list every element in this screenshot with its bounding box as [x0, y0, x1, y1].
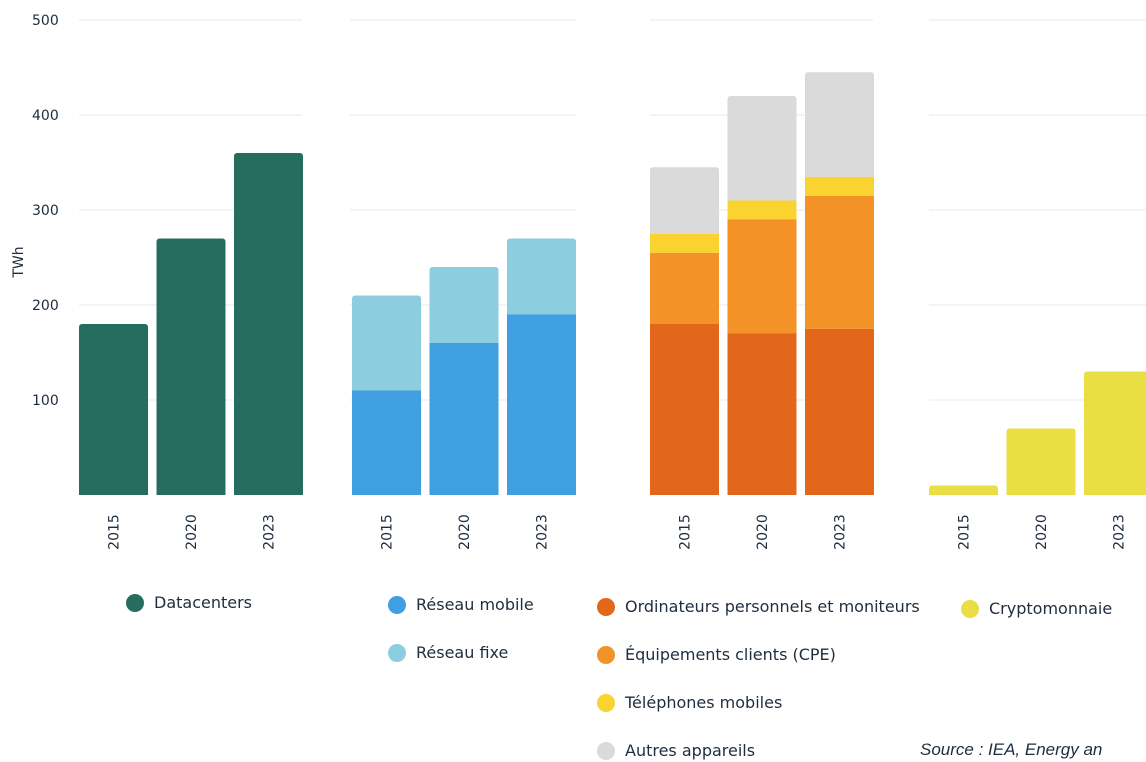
y-tick-label: 500: [32, 13, 59, 29]
legend-label: Datacenters: [154, 593, 253, 612]
legend-swatch: [961, 599, 979, 618]
bar-corner-fill: [727, 196, 797, 201]
bar-corner-fill: [156, 491, 226, 495]
x-tick-label: 2015: [107, 514, 123, 550]
bar-panel2-2023-series1: [507, 314, 576, 495]
bar-corner-fill: [234, 491, 303, 495]
bar-panel4-2020-series1: [1006, 428, 1076, 495]
legend-label: Cryptomonnaie: [989, 599, 1113, 618]
x-tick-label: 2023: [1112, 514, 1128, 550]
bar-panel2-2020-series1: [429, 343, 499, 495]
legend-item: Réseau mobile: [388, 595, 534, 614]
bar-corner-fill: [929, 491, 998, 495]
bar-panel1-2023-series1: [234, 153, 303, 495]
source-note: Source : IEA, Energy an: [920, 740, 1103, 759]
bar-panel1-2020-series1: [156, 238, 226, 495]
bar-panel2-2015-series2: [352, 295, 421, 391]
bar-corner-fill: [650, 229, 719, 234]
bar-corner-fill: [429, 339, 499, 343]
legend-swatch: [388, 643, 406, 662]
bar-panel2-2023-series2: [507, 238, 576, 315]
bar-panel3-2015-series1: [650, 324, 719, 495]
legend-item: Ordinateurs personnels et moniteurs: [597, 597, 920, 616]
legend-item: Cryptomonnaie: [961, 599, 1112, 618]
legend-item: Réseau fixe: [388, 643, 508, 662]
legend-item: Autres appareils: [597, 741, 755, 760]
legend-label: Réseau fixe: [416, 643, 509, 662]
legend-swatch: [597, 693, 615, 712]
legend-label: Réseau mobile: [416, 595, 534, 614]
x-tick-label: 2020: [755, 514, 771, 550]
x-tick-label: 2023: [535, 514, 551, 550]
legend-label: Équipements clients (CPE): [625, 645, 836, 664]
bar-panel4-2023-series1: [1084, 371, 1146, 495]
bar-panel3-2015-series3: [650, 233, 719, 253]
legend-swatch: [597, 645, 615, 664]
legend-swatch: [597, 741, 615, 760]
bar-panel3-2023-series2: [805, 195, 874, 329]
bar-panel2-2020-series2: [429, 267, 499, 343]
legend-label: Ordinateurs personnels et moniteurs: [625, 597, 920, 616]
x-tick-label: 2015: [957, 514, 973, 550]
bar-panel1-2015-series1: [79, 324, 148, 495]
y-tick-label: 200: [32, 298, 59, 314]
x-axis: 2015 2020 2023 2015 2020 2023 2015 2020 2023 2015…: [107, 514, 1128, 550]
bar-corner-fill: [507, 310, 576, 315]
legend-label: Autres appareils: [625, 741, 756, 760]
bar-corner-fill: [79, 491, 148, 495]
bar-panel3-2023-series1: [805, 328, 874, 495]
bar-panel3-2023-series4: [805, 72, 874, 177]
x-tick-label: 2023: [833, 514, 849, 550]
x-tick-label: 2020: [1034, 514, 1050, 550]
bar-panel3-2015-series4: [650, 167, 719, 234]
bar-panel3-2020-series4: [727, 96, 797, 201]
legend-item: Équipements clients (CPE): [597, 645, 836, 664]
x-tick-label: 2020: [184, 514, 200, 550]
bar-panel3-2023-series3: [805, 176, 874, 196]
y-tick-label: 300: [32, 203, 59, 219]
legend-item: Téléphones mobiles: [597, 693, 782, 712]
bar-panel3-2020-series2: [727, 219, 797, 334]
bar-corner-fill: [1084, 491, 1146, 495]
legend-label: Téléphones mobiles: [625, 693, 783, 712]
bar-corner-fill: [805, 172, 874, 177]
y-axis-label: TWh: [11, 246, 27, 278]
y-tick-label: 400: [32, 108, 59, 124]
bar-corner-fill: [352, 386, 421, 391]
legend-item: Datacenters: [126, 593, 252, 612]
x-tick-label: 2020: [457, 514, 473, 550]
bar-corner-fill: [1006, 491, 1076, 495]
x-tick-label: 2023: [262, 514, 278, 550]
y-axis: 100 200 300 400 500 TWh: [11, 13, 59, 409]
bar-panel3-2020-series3: [727, 200, 797, 220]
bar-panel3-2020-series1: [727, 333, 797, 495]
bar-panel2-2015-series1: [352, 390, 421, 495]
y-tick-label: 100: [32, 393, 59, 409]
x-tick-label: 2015: [678, 514, 694, 550]
x-tick-label: 2015: [380, 514, 396, 550]
legend-swatch: [126, 593, 144, 612]
legend-swatch: [597, 597, 615, 616]
legend-swatch: [388, 595, 406, 614]
bars: [79, 72, 1146, 495]
bar-panel3-2015-series2: [650, 252, 719, 324]
